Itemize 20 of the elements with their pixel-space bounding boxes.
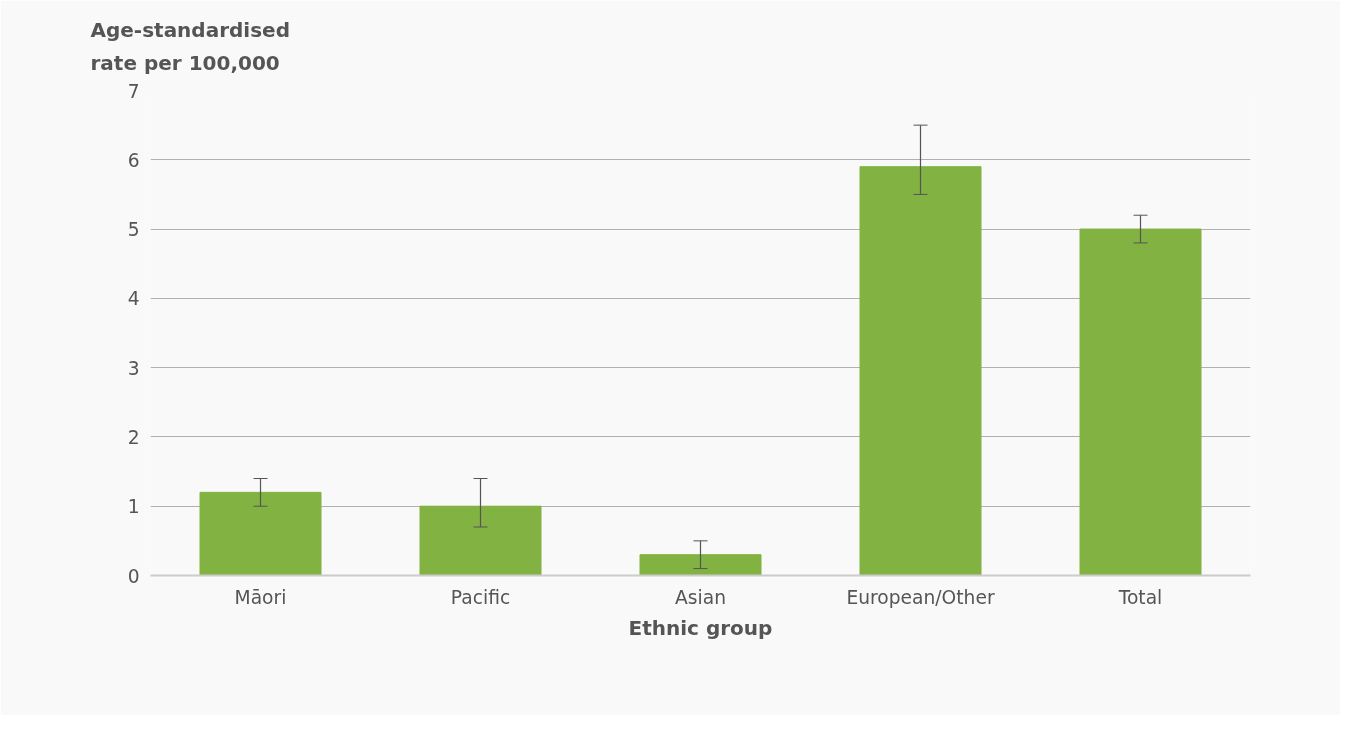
bar [859, 166, 982, 576]
x-tick-label: Total [1117, 586, 1163, 608]
y-tick-label: 1 [127, 496, 140, 518]
x-axis-title: Ethnic group [628, 615, 773, 640]
x-tick-label: Pacific [450, 586, 511, 608]
x-tick-label: European/Other [846, 586, 995, 608]
x-tick-label: Māori [234, 586, 287, 608]
y-tick-label: 3 [127, 357, 140, 379]
y-tick-label: 4 [127, 288, 140, 310]
y-tick-label: 5 [127, 219, 140, 241]
x-tick-label: Asian [675, 586, 726, 608]
y-tick-label: 0 [127, 565, 140, 587]
bar [419, 505, 542, 576]
bar [639, 554, 762, 576]
y-axis-title: Age-standardised rate per 100,000 [90, 17, 290, 76]
y-tick-label: 6 [127, 149, 140, 171]
y-tick-label: 2 [127, 426, 140, 448]
y-tick-label: 7 [127, 80, 140, 102]
bar [199, 491, 322, 576]
bar [1079, 228, 1202, 576]
